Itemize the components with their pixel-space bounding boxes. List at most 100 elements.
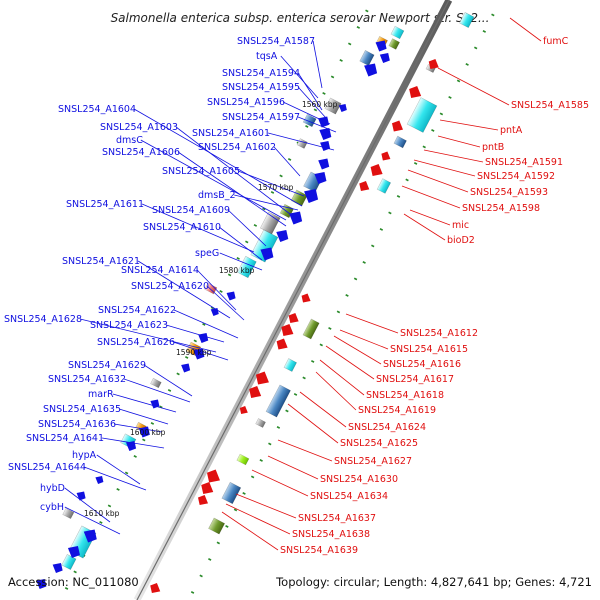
gene-feature-block[interactable] [388,38,400,50]
left-gene-label[interactable]: hybD [40,483,65,494]
left-gene-label[interactable]: hypA [72,450,97,461]
gene-feature-block[interactable] [390,25,405,40]
left-gene-label[interactable]: SNSL254_A1595 [222,82,300,93]
left-gene-label[interactable]: SNSL254_A1597 [222,112,300,123]
left-gene-label[interactable]: SNSL254_A1606 [102,147,180,158]
left-gene-label[interactable]: SNSL254_A1605 [162,166,240,177]
right-gene-label[interactable]: SNSL254_A1634 [310,491,388,502]
plus-strand-arrow[interactable] [150,583,161,593]
plus-strand-arrow[interactable] [391,120,403,132]
left-gene-label[interactable]: SNSL254_A1614 [121,265,199,276]
right-gene-label[interactable]: SNSL254_A1619 [358,405,436,416]
plus-strand-arrow[interactable] [276,338,288,350]
left-gene-label[interactable]: cybH [40,502,64,513]
minus-strand-arrow[interactable] [83,529,97,543]
minus-strand-arrow[interactable] [319,128,332,140]
minus-strand-arrow[interactable] [260,247,274,261]
gene-feature-block[interactable] [255,418,266,428]
right-gene-label[interactable]: SNSL254_A1639 [280,545,358,556]
gene-feature-block[interactable] [393,135,407,149]
plus-strand-arrow[interactable] [249,386,262,398]
plus-strand-arrow[interactable] [239,406,248,414]
right-gene-label[interactable]: SNSL254_A1612 [400,328,478,339]
plus-strand-arrow[interactable] [359,181,370,191]
gene-feature-block[interactable] [265,384,291,418]
gene-feature-block[interactable] [302,113,317,128]
left-gene-label[interactable]: dmsB_2 [198,190,236,201]
minus-strand-arrow[interactable] [36,579,47,589]
minus-strand-arrow[interactable] [276,230,289,242]
left-gene-label[interactable]: SNSL254_A1601 [192,128,270,139]
right-gene-label[interactable]: SNSL254_A1592 [477,171,555,182]
right-gene-label[interactable]: mic [452,220,469,231]
plus-strand-arrow[interactable] [281,324,294,336]
minus-strand-arrow[interactable] [52,563,63,573]
minus-strand-arrow[interactable] [320,141,331,151]
plus-strand-arrow[interactable] [206,469,220,483]
left-gene-label[interactable]: SNSL254_A1611 [66,199,144,210]
left-gene-label[interactable]: SNSL254_A1609 [152,205,230,216]
right-gene-label[interactable]: bioD2 [447,235,475,246]
minus-strand-arrow[interactable] [364,63,378,77]
gene-feature-block[interactable] [221,481,242,505]
gene-feature-block[interactable] [324,97,342,115]
left-gene-label[interactable]: SNSL254_A1636 [38,419,116,430]
right-gene-label[interactable]: SNSL254_A1618 [366,390,444,401]
left-gene-label[interactable]: dmsC [116,135,143,146]
right-gene-label[interactable]: SNSL254_A1593 [470,187,548,198]
right-gene-label[interactable]: SNSL254_A1638 [292,529,370,540]
right-gene-label[interactable]: fumC [543,36,569,47]
right-gene-label[interactable]: SNSL254_A1625 [340,438,418,449]
minus-strand-arrow[interactable] [375,40,387,52]
minus-strand-arrow[interactable] [289,211,303,225]
left-gene-label[interactable]: SNSL254_A1622 [98,305,176,316]
plus-strand-arrow[interactable] [301,293,311,303]
plus-strand-arrow[interactable] [201,482,214,494]
left-gene-label[interactable]: SNSL254_A1602 [198,142,276,153]
minus-strand-arrow[interactable] [95,476,104,484]
left-gene-label[interactable]: SNSL254_A1620 [131,281,209,292]
left-gene-label[interactable]: SNSL254_A1596 [207,97,285,108]
minus-strand-arrow[interactable] [379,53,390,63]
left-gene-label[interactable]: speG [195,248,219,259]
minus-strand-arrow[interactable] [126,441,137,451]
plus-strand-arrow[interactable] [255,371,269,385]
right-gene-label[interactable]: pntB [482,142,504,153]
right-gene-label[interactable]: SNSL254_A1637 [298,513,376,524]
plus-strand-arrow[interactable] [409,86,422,98]
right-gene-label[interactable]: SNSL254_A1615 [390,344,468,355]
minus-strand-arrow[interactable] [67,546,80,558]
left-gene-label[interactable]: SNSL254_A1603 [100,122,178,133]
gene-feature-block[interactable] [259,211,281,235]
left-gene-label[interactable]: SNSL254_A1632 [48,374,126,385]
minus-strand-arrow[interactable] [318,158,330,170]
left-gene-label[interactable]: marR [88,389,114,400]
gene-feature-block[interactable] [359,50,375,66]
minus-strand-arrow[interactable] [76,491,86,501]
gene-feature-block[interactable] [406,97,438,133]
right-gene-label[interactable]: SNSL254_A1616 [383,359,461,370]
right-gene-label[interactable]: SNSL254_A1585 [511,100,589,111]
left-gene-label[interactable]: SNSL254_A1641 [26,433,104,444]
left-gene-label[interactable]: SNSL254_A1628 [4,314,82,325]
gene-feature-block[interactable] [459,12,475,28]
left-gene-label[interactable]: SNSL254_A1626 [97,337,175,348]
left-gene-label[interactable]: SNSL254_A1587 [237,36,315,47]
plus-strand-arrow[interactable] [428,59,439,69]
gene-feature-block[interactable] [208,517,226,535]
minus-strand-arrow[interactable] [314,172,327,184]
plus-strand-arrow[interactable] [381,151,391,161]
plus-strand-arrow[interactable] [288,313,299,323]
minus-strand-arrow[interactable] [338,104,347,112]
minus-strand-arrow[interactable] [226,291,236,301]
gene-feature-block[interactable] [296,138,308,149]
gene-feature-block[interactable] [237,255,257,279]
right-gene-label[interactable]: SNSL254_A1627 [334,456,412,467]
left-gene-label[interactable]: SNSL254_A1594 [222,68,300,79]
minus-strand-arrow[interactable] [181,363,191,373]
gene-feature-block[interactable] [150,377,162,389]
plus-strand-arrow[interactable] [370,164,383,176]
right-gene-label[interactable]: pntA [500,125,523,136]
left-gene-label[interactable]: SNSL254_A1621 [62,256,140,267]
minus-strand-arrow[interactable] [210,308,219,316]
